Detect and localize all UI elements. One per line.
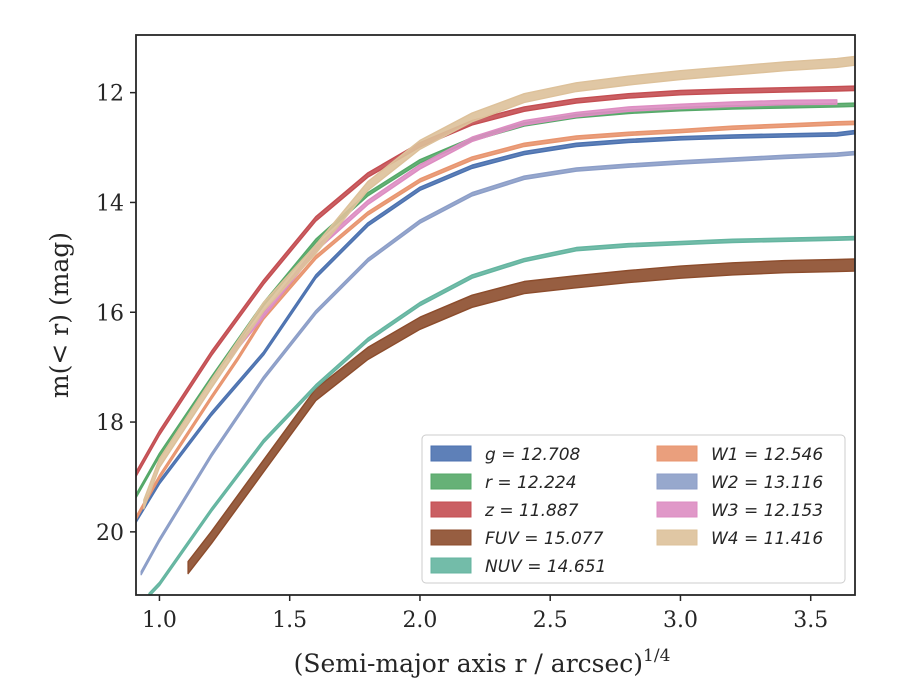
legend-swatch bbox=[656, 529, 698, 546]
legend-swatch bbox=[656, 445, 698, 462]
legend-label: W4 = 11.416 bbox=[711, 529, 823, 549]
legend-entries: g = 12.708 r = 12.224 z = 11.887 FUV = 15.0… bbox=[430, 445, 823, 577]
legend-swatch bbox=[430, 529, 472, 546]
x-tick-label: 3.5 bbox=[793, 608, 828, 633]
series-band-4 bbox=[148, 235, 855, 595]
legend-swatch bbox=[430, 445, 472, 462]
legend-label: W2 = 13.116 bbox=[711, 473, 823, 493]
series-band-7 bbox=[229, 99, 838, 360]
y-tick-label: 16 bbox=[96, 301, 124, 326]
x-axis-label-exponent: 1/4 bbox=[643, 646, 670, 666]
x-tick-label: 2.5 bbox=[533, 608, 568, 633]
legend-swatch bbox=[430, 501, 472, 518]
y-axis-label: m(< r) (mag) bbox=[45, 232, 74, 398]
legend-swatch bbox=[656, 473, 698, 490]
x-axis-label-text: (Semi-major axis r / arcsec) bbox=[294, 649, 643, 678]
x-axis-ticks: 1.0 1.5 2.0 2.5 3.0 3.5 bbox=[142, 595, 828, 633]
legend-swatch bbox=[430, 473, 472, 490]
x-tick-label: 3.0 bbox=[663, 608, 698, 633]
series-band-3 bbox=[187, 258, 855, 575]
legend-label: W3 = 12.153 bbox=[711, 501, 823, 521]
series-band-0 bbox=[136, 129, 855, 524]
legend-box bbox=[421, 434, 846, 584]
y-axis-ticks: 12 14 16 18 20 bbox=[96, 82, 136, 546]
x-axis-label: (Semi-major axis r / arcsec)1/4 bbox=[294, 646, 671, 678]
plot-frame bbox=[135, 34, 856, 596]
x-tick-label: 2.0 bbox=[402, 608, 437, 633]
y-tick-label: 20 bbox=[96, 521, 124, 546]
y-tick-label: 14 bbox=[96, 191, 124, 216]
legend-label: g = 12.708 bbox=[485, 445, 581, 465]
legend-label: NUV = 14.651 bbox=[485, 557, 606, 577]
legend-label: FUV = 15.077 bbox=[485, 529, 604, 549]
x-tick-label: 1.0 bbox=[142, 608, 177, 633]
series-layer bbox=[136, 55, 855, 595]
x-tick-label: 1.5 bbox=[272, 608, 307, 633]
y-tick-label: 18 bbox=[96, 411, 124, 436]
series-band-2 bbox=[136, 85, 855, 478]
legend: g = 12.708 r = 12.224 z = 11.887 FUV = 15.0… bbox=[421, 434, 846, 584]
legend-swatch bbox=[656, 501, 698, 518]
legend-label: z = 11.887 bbox=[484, 501, 579, 521]
series-band-8 bbox=[143, 55, 855, 510]
legend-label: W1 = 12.546 bbox=[711, 445, 823, 465]
series-band-5 bbox=[136, 120, 855, 521]
series-band-6 bbox=[140, 150, 855, 576]
legend-label: r = 12.224 bbox=[485, 473, 577, 493]
y-tick-label: 12 bbox=[96, 82, 124, 107]
legend-swatch bbox=[430, 557, 472, 574]
